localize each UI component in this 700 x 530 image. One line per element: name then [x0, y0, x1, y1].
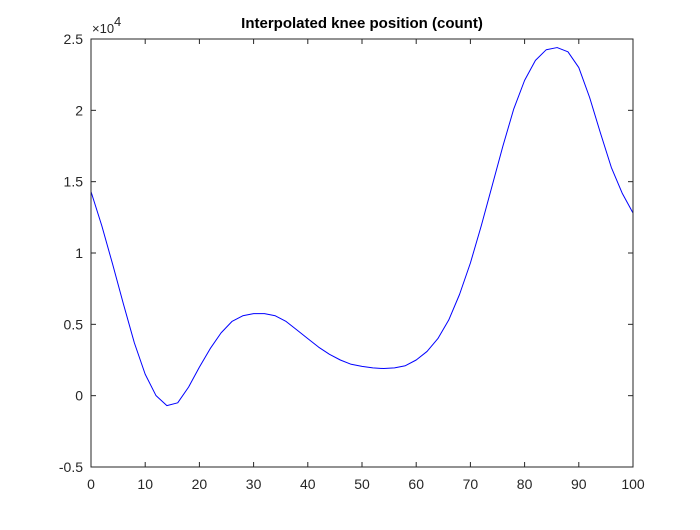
- x-tick-label: 10: [137, 476, 153, 492]
- x-tick-label: 40: [300, 476, 316, 492]
- y-exponent-base: ×10: [92, 21, 114, 36]
- x-tick-label: 0: [87, 476, 95, 492]
- labels-layer: 0 10 20 30 40 50 60 70 80 90 100-0.500.511.522.5×1…: [59, 14, 645, 492]
- x-tick-label: 50: [354, 476, 370, 492]
- y-tick-label: -0.5: [59, 459, 83, 475]
- plot-area: [91, 39, 633, 467]
- x-tick-label: 80: [517, 476, 533, 492]
- series-line-0: [90, 47, 634, 407]
- chart-title: Interpolated knee position (count): [241, 15, 483, 32]
- y-tick-label: 2: [75, 102, 83, 118]
- x-tick-label: 100: [621, 476, 645, 492]
- y-tick-label: 1: [75, 245, 83, 261]
- y-tick-label: 2.5: [64, 31, 84, 47]
- x-tick-label: 30: [246, 476, 262, 492]
- series-layer: [90, 47, 634, 407]
- y-tick-label: 0.5: [64, 316, 84, 332]
- x-tick-label: 90: [571, 476, 587, 492]
- y-tick-label: 1.5: [64, 174, 84, 190]
- x-tick-label: 70: [463, 476, 479, 492]
- y-exponent-power: 4: [114, 14, 121, 29]
- x-tick-label: 20: [192, 476, 208, 492]
- plot-background: [91, 39, 633, 467]
- y-tick-label: 0: [75, 388, 83, 404]
- axes-layer: [90, 38, 634, 468]
- x-tick-label: 60: [408, 476, 424, 492]
